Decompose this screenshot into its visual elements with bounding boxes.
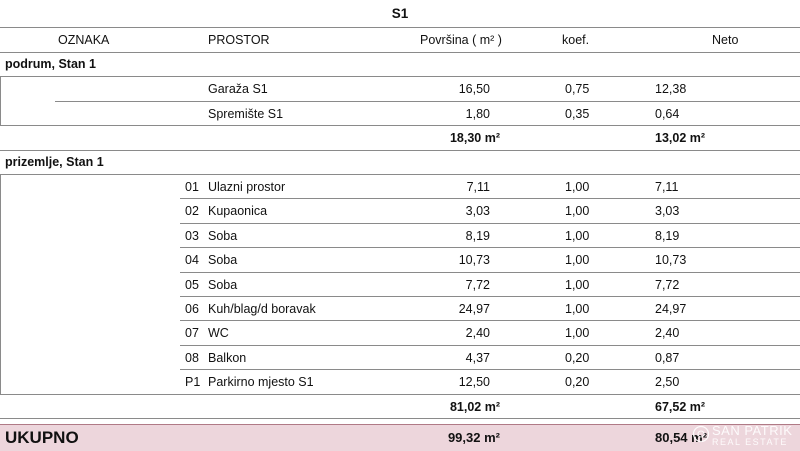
grid-line [0,27,800,28]
row-area: 3,03 [465,204,490,219]
row-number: 08 [185,350,199,365]
grid-line [55,100,800,102]
row-koef: 1,00 [565,253,590,268]
header-neto: Neto [712,33,739,47]
grid-line [0,125,800,127]
row-neto: 0,87 [655,350,680,365]
grid-line [180,247,800,249]
row-area: 10,73 [458,253,490,268]
section-label: prizemlje, Stan 1 [5,154,104,169]
total-label: UKUPNO [5,428,79,447]
row-number: 07 [185,326,199,341]
header-prostor: PROSTOR [208,33,270,47]
grid-line [0,52,800,53]
row-name: Garaža S1 [208,82,268,97]
row-neto: 24,97 [655,302,687,316]
row-neto: 3,03 [655,204,680,219]
row-neto: 8,19 [655,228,680,243]
watermark-line2: REAL ESTATE [712,437,788,447]
subtotal-neto: 13,02 m² [655,131,706,146]
logo-icon [692,425,710,443]
row-koef: 0,20 [565,350,590,365]
row-neto: 2,50 [655,375,680,390]
row-number: P1 [185,375,201,390]
row-name: Ulazni prostor [208,180,286,194]
row-number: 05 [185,277,199,292]
row-number: 04 [185,253,199,268]
row-koef: 1,00 [565,277,590,292]
header-oznaka: OZNAKA [58,33,110,47]
row-area: 12,50 [458,375,490,390]
grid-line [180,198,800,200]
row-koef: 1,00 [565,326,590,341]
row-neto: 10,73 [655,253,687,268]
row-neto: 0,64 [655,106,680,121]
row-number: 02 [185,204,199,219]
grid-line [0,418,800,419]
grid-line [180,344,800,346]
row-name: WC [208,326,229,341]
row-number: 03 [185,228,199,243]
subtotal-area: 81,02 m² [449,399,500,414]
grid-line [0,76,800,78]
row-area: 24,97 [458,302,490,316]
grid-line [0,149,800,151]
row-koef: 0,75 [565,82,590,97]
table-title: S1 [391,6,409,21]
grid-line [180,369,800,371]
row-area: 16,50 [458,82,490,97]
grid-line [180,271,800,273]
row-name: Soba [208,277,238,292]
row-koef: 0,20 [565,375,590,390]
row-area: 7,11 [466,180,490,194]
grid-line [180,320,800,322]
row-number: 06 [185,302,199,316]
row-area: 1,80 [465,106,490,121]
grid-line [180,222,800,224]
grid-line [0,174,1,394]
row-number: 01 [185,180,199,194]
row-area: 8,19 [465,228,490,243]
row-name: Kupaonica [208,204,268,219]
row-koef: 1,00 [565,228,590,243]
watermark-line1: SAN PATRIK [712,423,793,438]
subtotal-neto: 67,52 m² [655,399,706,414]
header-koef: koef. [562,33,590,47]
row-koef: 0,35 [565,106,590,121]
subtotal-area: 18,30 m² [449,131,500,146]
row-name: Soba [208,228,238,243]
total-area: 99,32 m² [447,430,500,445]
row-neto: 2,40 [655,326,680,341]
row-koef: 1,00 [565,302,590,316]
row-name: Parkirno mjesto S1 [208,375,314,390]
row-neto: 12,38 [655,82,687,97]
row-neto: 7,11 [655,180,679,194]
row-neto: 7,72 [655,277,680,292]
row-name: Balkon [208,350,247,365]
grid-line [0,76,1,126]
row-koef: 1,00 [565,180,590,194]
total-band [0,424,800,451]
row-area: 7,72 [465,277,490,292]
grid-line [0,393,800,395]
grid-line [0,174,800,175]
row-area: 4,37 [465,350,490,365]
row-name: Spremište S1 [208,106,284,121]
watermark-logo: SAN PATRIK REAL ESTATE [690,421,800,451]
row-name: Kuh/blag/d boravak [208,302,316,316]
row-area: 2,40 [465,326,490,341]
row-koef: 1,00 [565,204,590,219]
row-name: Soba [208,253,238,268]
section-label: podrum, Stan 1 [5,57,96,71]
header-povrsina: Površina ( m² ) [420,33,502,47]
grid-line [180,296,800,297]
